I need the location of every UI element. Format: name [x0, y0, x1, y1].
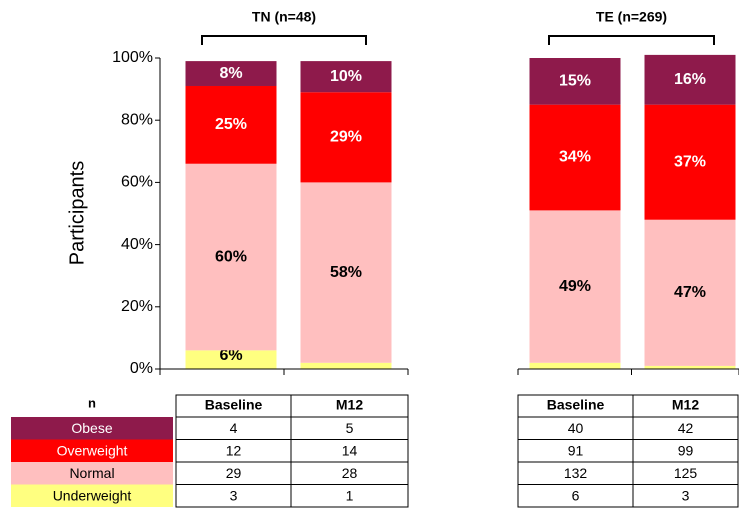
table-cell: 40: [568, 420, 584, 436]
y-tick-label: 20%: [121, 298, 153, 315]
y-tick-label: 40%: [121, 236, 153, 253]
bar-segment: [529, 362, 621, 369]
legend-swatch: [11, 484, 173, 507]
table-cell: 3: [682, 487, 690, 503]
value-label: 49%: [559, 278, 591, 295]
value-label: 6%: [219, 347, 242, 364]
panel-title: TE (n=269): [596, 9, 667, 25]
bar-segment: [300, 92, 392, 183]
table-cell: 132: [564, 465, 588, 481]
legend-label: Underweight: [53, 487, 132, 503]
bar-segment: [644, 219, 736, 366]
legend-label: Overweight: [57, 442, 128, 458]
value-label: 60%: [215, 248, 247, 265]
table-cell: 14: [342, 442, 358, 458]
legend-swatch: [11, 439, 173, 462]
table-col-header: Baseline: [547, 397, 605, 413]
table-cell: 29: [226, 465, 242, 481]
bar-segment: [644, 104, 736, 220]
table-cell: 99: [678, 442, 694, 458]
table-col-header: Baseline: [205, 397, 263, 413]
table-cell: 125: [674, 465, 698, 481]
bar-segment: [529, 104, 621, 211]
bar-segment: [529, 210, 621, 363]
value-label: 58%: [330, 264, 362, 281]
value-label: 34%: [559, 149, 591, 166]
legend-swatch: [11, 417, 173, 440]
value-label: 8%: [219, 65, 242, 82]
bar-segment: [185, 61, 277, 86]
bar-segment: [185, 163, 277, 351]
value-label: 47%: [674, 284, 706, 301]
bar-segment: [529, 58, 621, 105]
bar-segment: [300, 61, 392, 93]
table-col-header: M12: [336, 397, 363, 413]
bar-segment: [644, 54, 736, 105]
value-label: 25%: [215, 116, 247, 133]
legend-swatch: [11, 462, 173, 485]
value-label: 16%: [674, 71, 706, 88]
y-tick-label: 0%: [130, 360, 153, 377]
bracket: [201, 35, 367, 45]
table-cell: 42: [678, 420, 694, 436]
table-cell: 12: [226, 442, 242, 458]
value-label: 15%: [559, 73, 591, 90]
bar-segment: [185, 350, 277, 369]
bar-segment: [300, 362, 392, 369]
legend-label: Normal: [69, 465, 114, 481]
value-label: 29%: [330, 129, 362, 146]
legend-label: Obese: [71, 420, 112, 436]
table-cell: 6: [572, 487, 580, 503]
bar-segment: [300, 182, 392, 363]
y-tick-label: 100%: [112, 49, 153, 66]
bar-segment: [185, 85, 277, 164]
table-cell: 5: [346, 420, 354, 436]
table-header: n: [88, 395, 96, 410]
table-cell: 4: [230, 420, 238, 436]
table-cell: 28: [342, 465, 358, 481]
value-label: 37%: [674, 153, 706, 170]
y-axis-label: Participants: [66, 161, 88, 266]
bar-segment: [644, 365, 736, 369]
table-border: [175, 394, 409, 508]
y-tick-label: 60%: [121, 174, 153, 191]
y-tick-label: 80%: [121, 111, 153, 128]
table-cell: 91: [568, 442, 584, 458]
table-border: [517, 394, 739, 508]
panel-title: TN (n=48): [252, 9, 316, 25]
bracket: [548, 35, 715, 45]
value-label: 10%: [330, 68, 362, 85]
table-cell: 1: [346, 487, 354, 503]
table-col-header: M12: [672, 397, 699, 413]
table-cell: 3: [230, 487, 238, 503]
